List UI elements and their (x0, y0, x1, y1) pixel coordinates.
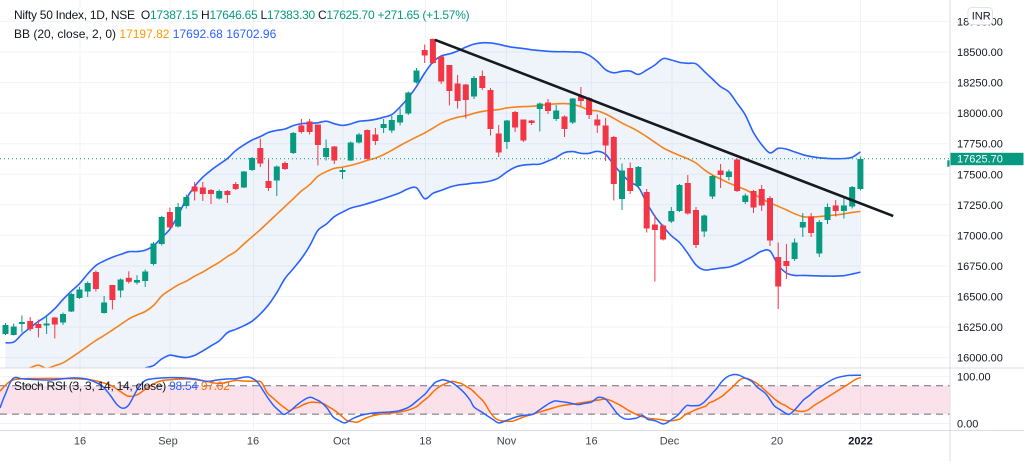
svg-text:BB (20, close, 2, 0) 17197.82: BB (20, close, 2, 0) 17197.82 17692.68 1… (14, 27, 277, 41)
svg-text:20: 20 (771, 436, 783, 448)
svg-text:100.00: 100.00 (957, 371, 991, 383)
svg-text:2022: 2022 (848, 436, 872, 448)
svg-text:16: 16 (585, 436, 597, 448)
svg-text:INR: INR (972, 11, 991, 23)
svg-text:Stoch RSI (3, 3, 14, 14, close: Stoch RSI (3, 3, 14, 14, close) 98.54 97… (14, 379, 230, 393)
svg-text:16: 16 (74, 436, 86, 448)
svg-text:18500.00: 18500.00 (957, 47, 1003, 59)
svg-text:16750.00: 16750.00 (957, 261, 1003, 273)
svg-text:17750.00: 17750.00 (957, 139, 1003, 151)
svg-text:17500.00: 17500.00 (957, 169, 1003, 181)
svg-text:0.00: 0.00 (957, 419, 978, 431)
svg-text:17250.00: 17250.00 (957, 200, 1003, 212)
svg-text:17000.00: 17000.00 (957, 230, 1003, 242)
svg-text:Sep: Sep (158, 436, 178, 448)
svg-text:16250.00: 16250.00 (957, 322, 1003, 334)
svg-text:16: 16 (247, 436, 259, 448)
svg-text:Oct: Oct (333, 436, 350, 448)
svg-text:Dec: Dec (660, 436, 680, 448)
svg-text:Nifty 50 Index, 1D, NSE O1738: Nifty 50 Index, 1D, NSE O17387.15 H17646… (14, 8, 470, 22)
svg-text:16000.00: 16000.00 (957, 353, 1003, 365)
svg-text:17625.70: 17625.70 (957, 154, 1003, 166)
svg-text:Nov: Nov (497, 436, 517, 448)
svg-text:18000.00: 18000.00 (957, 108, 1003, 120)
svg-text:18250.00: 18250.00 (957, 78, 1003, 90)
svg-text:18: 18 (419, 436, 431, 448)
svg-text:16500.00: 16500.00 (957, 292, 1003, 304)
